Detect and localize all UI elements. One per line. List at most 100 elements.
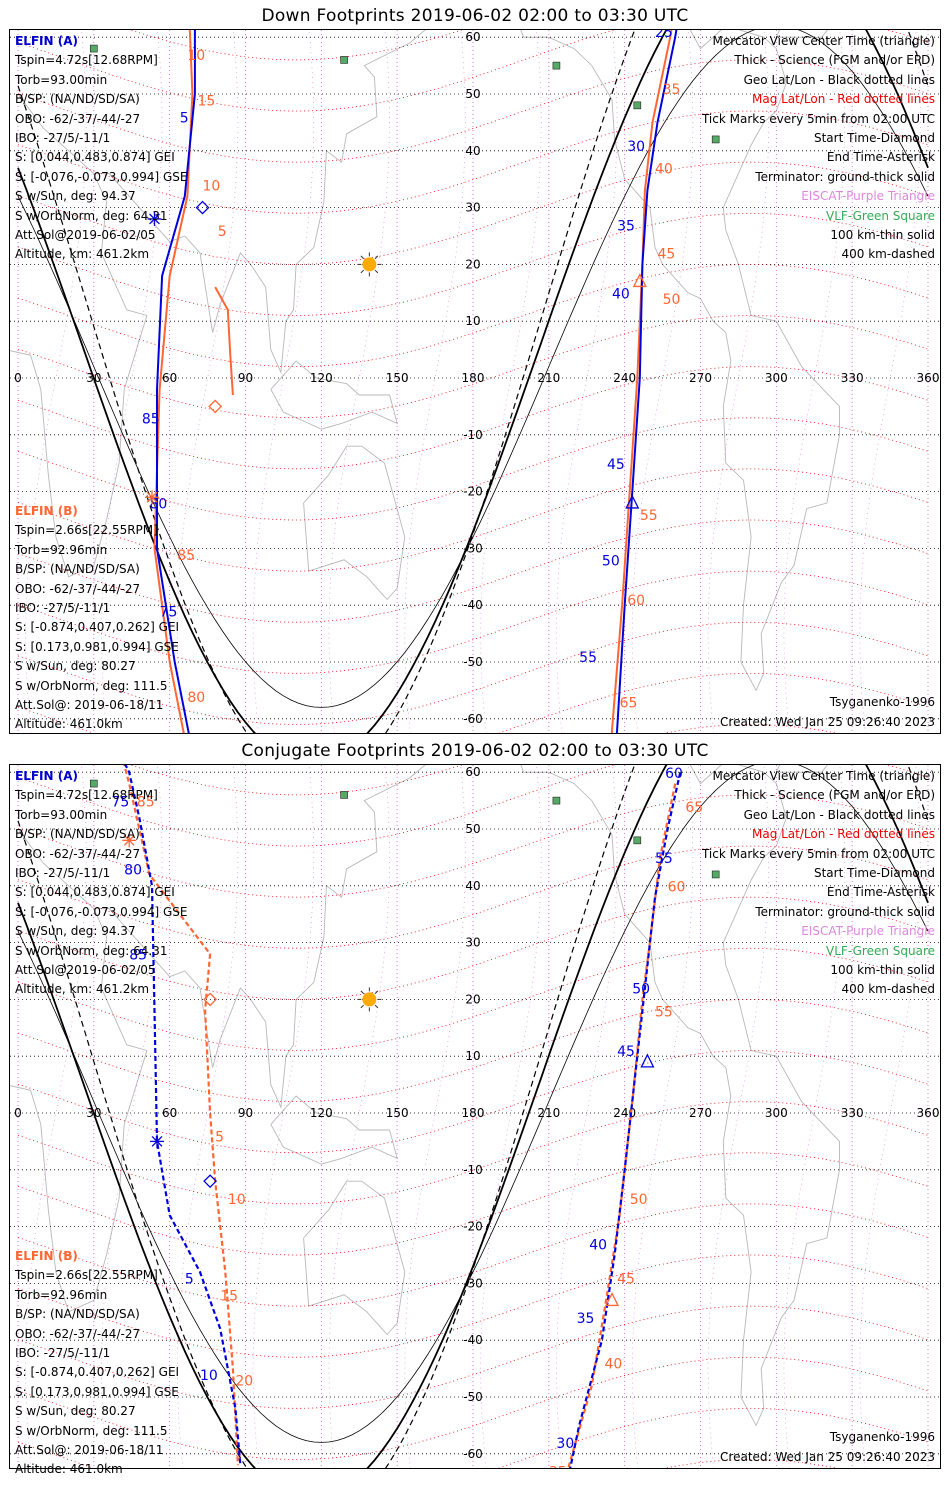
legend-item: Geo Lat/Lon - Black dotted lines (743, 72, 935, 87)
elfin-b-line: S w/Sun, deg: 80.27 (15, 1404, 136, 1419)
track-time-tick-label: 45 (658, 247, 676, 263)
mag-latitude-line (17, 765, 929, 847)
longitude-tick-label: 90 (238, 371, 253, 385)
elfin-a-line: S: [0.044,0.483,0.874] GEI (15, 150, 175, 165)
coastline (303, 445, 406, 601)
longitude-tick-label: 360 (917, 371, 940, 385)
elfin-a-label: ELFIN (A) (15, 34, 78, 48)
latitude-tick-label: 50 (465, 87, 480, 101)
elfin-a-line: S w/Sun, deg: 94.37 (15, 924, 136, 939)
track-time-tick-label: 35 (663, 82, 681, 98)
latitude-tick-label: 60 (465, 765, 480, 779)
elfin-b-track (123, 765, 239, 1466)
end-time-asterisk (151, 1135, 163, 1147)
track-time-tick-label: 5 (218, 224, 227, 240)
view-center-triangle (632, 272, 647, 288)
track-time-tick-label: 30 (627, 139, 645, 155)
conjugate-footprints-map: 0306090120150180210240270300330360706050… (9, 764, 941, 1476)
longitude-tick-label: 330 (841, 371, 864, 385)
elfin-a-track (124, 765, 242, 1466)
track-time-tick-label: 25 (655, 30, 673, 41)
track-time-tick-label: 80 (124, 862, 142, 878)
track-time-tick-label: 85 (177, 548, 195, 564)
track-time-tick-label: 35 (617, 218, 635, 234)
legend-item: Mercator View Center Time (triangle) (712, 769, 935, 783)
elfin-b-line: Altitude: 461.0km (15, 717, 123, 732)
latitude-tick-label: 30 (465, 201, 480, 215)
elfin-b-line: S: [-0.874,0.407,0.262] GEI (15, 620, 180, 635)
elfin-a-info: ELFIN (A) Tspin=4.72s[12.68RPM] Torb=93.… (15, 32, 188, 265)
legend-item: Start Time-Diamond (813, 131, 935, 146)
track-time-tick-label: 60 (665, 766, 683, 782)
elfin-a-track (569, 771, 682, 1468)
longitude-tick-label: 120 (310, 371, 333, 385)
start-time-diamond (208, 399, 223, 414)
longitude-tick-label: 60 (162, 371, 177, 385)
mag-longitude-line (328, 30, 390, 733)
mag-latitude-line (17, 1050, 929, 1154)
longitude-tick-label: 330 (841, 1106, 864, 1120)
sun-ray (360, 269, 365, 274)
mag-latitude-line (17, 212, 929, 316)
elfin-b-label: ELFIN (B) (15, 1249, 78, 1263)
down-footprints-title: Down Footprints 2019-06-02 02:00 to 03:3… (261, 6, 689, 26)
coastline (520, 765, 840, 1427)
legend-item: Tick Marks every 5min from 02:00 UTC (701, 111, 935, 126)
sun-ray (360, 255, 365, 260)
elfin-b-track (214, 286, 234, 396)
mag-longitude-line (556, 30, 618, 733)
elfin-a-line: B/SP: (NA/ND/SD/SA) (15, 827, 140, 842)
elfin-b-line: OBO: -62/-37/-44/-27 (15, 1326, 141, 1341)
mag-latitude-line (17, 30, 929, 112)
mag-latitude-line (17, 1254, 929, 1358)
track-time-tick-label: 45 (617, 1044, 635, 1060)
terminator-400km (17, 765, 929, 1468)
longitude-tick-label: 240 (613, 1106, 636, 1120)
vlf-site-square (633, 101, 642, 110)
end-time-asterisk (146, 491, 158, 503)
latitude-tick-label: 10 (465, 1049, 480, 1063)
longitude-tick-label: 180 (462, 1106, 485, 1120)
track-time-tick-label: 80 (149, 497, 167, 513)
elfin-a-line: S: [-0.076,-0.073,0.994] GSE (15, 169, 188, 184)
latitude-tick-label: -10 (463, 1163, 483, 1177)
legend-item: VLF-Green Square (826, 943, 935, 958)
track-time-tick-label: 35 (549, 1465, 567, 1468)
latitude-tick-label: -60 (463, 1447, 483, 1461)
mag-longitude-line (480, 765, 542, 1468)
elfin-b-line: IBO: -27/5/-11/1 (15, 601, 111, 616)
elfin-b-line: Att.Sol@: 2019-06-18/11 (15, 1443, 164, 1458)
elfin-a-line: S: [-0.076,-0.073,0.994] GSE (15, 904, 188, 919)
mag-latitude-line (17, 1305, 929, 1409)
coastline (270, 1095, 398, 1165)
vlf-site-square (340, 56, 348, 64)
elfin-a-line: OBO: -62/-37/-44/-27 (15, 846, 141, 861)
latitude-tick-label: 60 (465, 30, 480, 44)
track-time-tick-label: 85 (129, 948, 147, 964)
latitude-tick-label: -50 (463, 1390, 483, 1404)
longitude-tick-label: 150 (386, 371, 409, 385)
track-time-tick-label: 10 (203, 179, 221, 195)
created-timestamp: Created: Wed Jan 25 09:26:40 2023 (720, 715, 935, 729)
legend-item: Terminator: ground-thick solid (755, 169, 935, 184)
start-time-diamond (203, 1174, 218, 1189)
legend-item: Mercator View Center Time (triangle) (712, 34, 935, 48)
longitude-tick-label: 210 (537, 371, 560, 385)
elfin-b-track (567, 783, 677, 1468)
legend-item: 400 km-dashed (841, 982, 935, 997)
elfin-a-line: Altitude, km: 461.2km (15, 247, 150, 262)
legend-item: 100 km-thin solid (830, 963, 935, 978)
latitude-tick-label: -40 (463, 598, 483, 612)
elfin-b-line: B/SP: (NA/ND/SD/SA) (15, 562, 140, 577)
track-time-tick-label: 15 (220, 1288, 238, 1304)
legend-item: 100 km-thin solid (830, 228, 935, 243)
track-time-tick-label: 50 (630, 1192, 648, 1208)
longitude-tick-label: 300 (765, 1106, 788, 1120)
elfin-a-info: ELFIN (A) Tspin=4.72s[12.68RPM] Torb=93.… (15, 767, 188, 1000)
longitude-tick-label: 210 (537, 1106, 560, 1120)
track-time-tick-label: 10 (187, 48, 205, 64)
longitude-tick-label: 240 (613, 371, 636, 385)
legend-item: Tick Marks every 5min from 02:00 UTC (701, 846, 935, 861)
elfin-b-line: Torb=92.96min (15, 1287, 108, 1302)
legend-item: EISCAT-Purple Triangle (801, 924, 935, 939)
